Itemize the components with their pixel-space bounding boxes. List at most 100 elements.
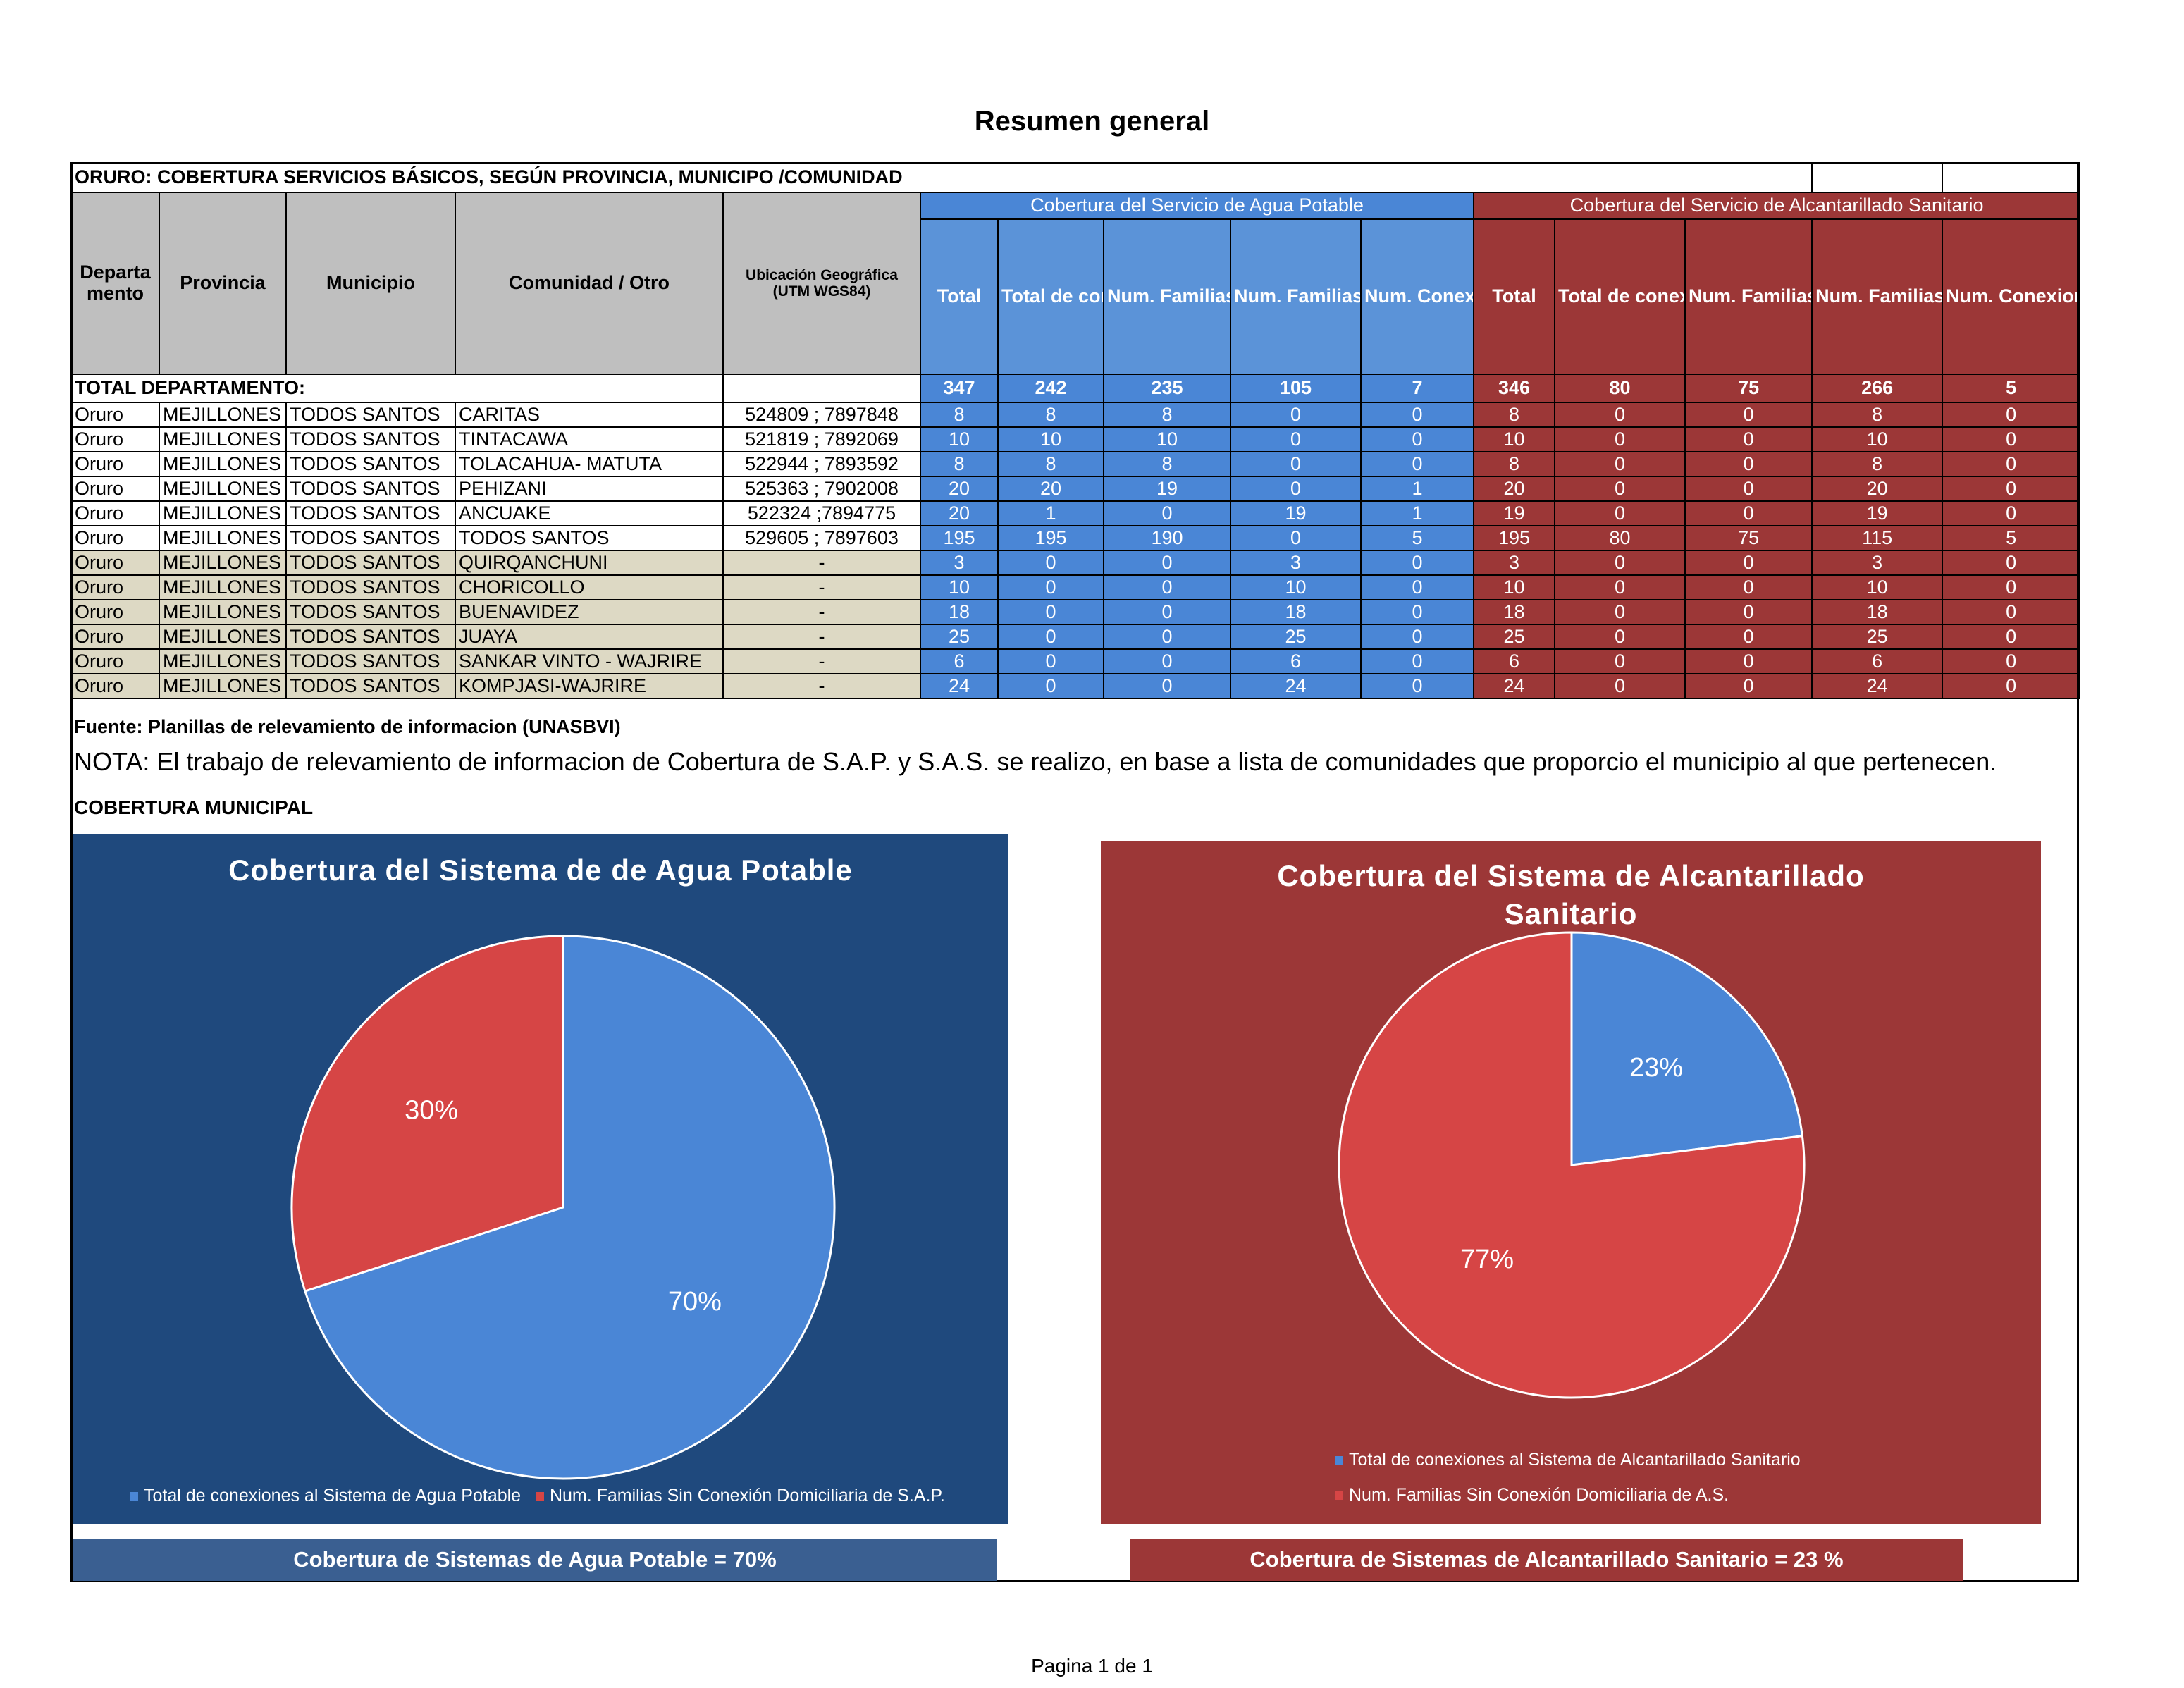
cell-value: 195 xyxy=(997,525,1104,551)
cell-value: 10 xyxy=(1811,574,1944,600)
cell-departamento: Oruro xyxy=(70,426,160,452)
cell-value: 10 xyxy=(1473,574,1555,600)
table-row: Oruro MEJILLONES TODOS SANTOS CHORICOLLO -10… xyxy=(70,574,2081,600)
cell-value: 24 xyxy=(1811,673,1944,699)
cell-ubicacion: 521819 ; 7892069 xyxy=(722,426,921,452)
cell-value: 0 xyxy=(1103,599,1231,625)
cell-value: 0 xyxy=(1554,599,1686,625)
cell-provincia: MEJILLONES xyxy=(159,476,287,502)
cell-comunidad: KOMPJASI-WAJRIRE xyxy=(455,673,724,699)
header-agua-publicas: Num. Conexione s Publicas xyxy=(1360,218,1474,375)
total-value: 242 xyxy=(997,374,1104,403)
total-value: 7 xyxy=(1360,374,1474,403)
cell-value: 0 xyxy=(1360,426,1474,452)
cell-value: 20 xyxy=(1811,476,1944,502)
cell-value: 0 xyxy=(1684,599,1813,625)
cell-value: 24 xyxy=(920,673,999,699)
cell-provincia: MEJILLONES xyxy=(159,574,287,600)
cell-municipio: TODOS SANTOS xyxy=(285,599,456,625)
cell-value: 10 xyxy=(997,426,1104,452)
cell-ubicacion: - xyxy=(722,673,921,699)
header-agua-sin: Num. Familias Sin Conexión Domiciliaria xyxy=(1230,218,1362,375)
cell-value: 0 xyxy=(997,673,1104,699)
cell-value: 0 xyxy=(997,599,1104,625)
cell-departamento: Oruro xyxy=(70,599,160,625)
cell-value: 0 xyxy=(1103,648,1231,674)
legend-swatch-red xyxy=(535,1492,544,1501)
cell-value: 6 xyxy=(1230,648,1362,674)
cell-value: 0 xyxy=(1360,648,1474,674)
cell-provincia: MEJILLONES xyxy=(159,402,287,428)
cell-value: 0 xyxy=(1554,550,1686,576)
cell-value: 0 xyxy=(997,648,1104,674)
band-alcantarillado: Cobertura del Servicio de Alcantarillado… xyxy=(1472,192,2081,220)
cell-value: 0 xyxy=(1554,451,1686,477)
cell-value: 5 xyxy=(1360,525,1474,551)
cell-departamento: Oruro xyxy=(70,550,160,576)
total-value: 235 xyxy=(1103,374,1231,403)
cell-value: 0 xyxy=(1230,476,1362,502)
cell-value: 5 xyxy=(1942,525,2081,551)
cell-value: 0 xyxy=(1942,624,2081,650)
table-row: Oruro MEJILLONES TODOS SANTOS QUIRQANCHUNI -… xyxy=(70,550,2081,576)
cell-value: 20 xyxy=(920,476,999,502)
cell-value: 18 xyxy=(1230,599,1362,625)
table-row: Oruro MEJILLONES TODOS SANTOS ANCUAKE 522324… xyxy=(70,500,2081,526)
cell-departamento: Oruro xyxy=(70,648,160,674)
cell-value: 0 xyxy=(1942,550,2081,576)
cell-value: 0 xyxy=(997,550,1104,576)
cell-value: 0 xyxy=(1554,402,1686,428)
band-agua-potable: Cobertura del Servicio de Agua Potable xyxy=(920,192,1474,220)
cell-value: 8 xyxy=(1103,451,1231,477)
cell-value: 0 xyxy=(1942,599,2081,625)
cell-value: 0 xyxy=(1360,624,1474,650)
pie-slice-label: 70% xyxy=(668,1287,722,1317)
cell-value: 0 xyxy=(1230,525,1362,551)
cell-ubicacion: 522324 ;7894775 xyxy=(722,500,921,526)
cell-municipio: TODOS SANTOS xyxy=(285,648,456,674)
cell-value: 0 xyxy=(1103,673,1231,699)
cell-value: 18 xyxy=(1473,599,1555,625)
cell-comunidad: ANCUAKE xyxy=(455,500,724,526)
table-band-row: Departa mento Provincia Municipio Comuni… xyxy=(70,192,2081,375)
table-row: Oruro MEJILLONES TODOS SANTOS TINTACAWA 5218… xyxy=(70,426,2081,452)
alcantarillado-chart: Cobertura del Sistema de Alcantarillado … xyxy=(1101,841,2041,1524)
cell-value: 0 xyxy=(1942,476,2081,502)
total-value: 80 xyxy=(1554,374,1686,403)
cell-provincia: MEJILLONES xyxy=(159,550,287,576)
cell-value: 10 xyxy=(1230,574,1362,600)
cell-municipio: TODOS SANTOS xyxy=(285,500,456,526)
cell-value: 3 xyxy=(1230,550,1362,576)
agua-potable-chart: Cobertura del Sistema de de Agua Potable… xyxy=(73,834,1008,1524)
table-title: ORURO: COBERTURA SERVICIOS BÁSICOS, SEGÚ… xyxy=(70,162,1813,193)
cell-value: 8 xyxy=(1811,451,1944,477)
header-alc-con: Num. Familias Con Conexión Domiciliaria xyxy=(1684,218,1813,375)
pie-slice xyxy=(290,935,564,1293)
table-row: Oruro MEJILLONES TODOS SANTOS TOLACAHUA- MA… xyxy=(70,451,2081,477)
cell-value: 0 xyxy=(1230,426,1362,452)
alc-legend-item-2: Num. Familias Sin Conexión Domiciliaria … xyxy=(1335,1485,1729,1505)
cell-value: 1 xyxy=(1360,476,1474,502)
cell-comunidad: TOLACAHUA- MATUTA xyxy=(455,451,724,477)
cell-comunidad: CARITAS xyxy=(455,402,724,428)
cell-value: 0 xyxy=(1684,402,1813,428)
alc-chart-title-line1: Cobertura del Sistema de Alcantarillado xyxy=(1277,859,1865,892)
cell-municipio: TODOS SANTOS xyxy=(285,624,456,650)
cell-value: 8 xyxy=(997,402,1104,428)
page-footer: Pagina 1 de 1 xyxy=(1031,1655,1153,1677)
cell-value: 10 xyxy=(1473,426,1555,452)
cell-provincia: MEJILLONES xyxy=(159,525,287,551)
cell-value: 8 xyxy=(1473,402,1555,428)
cell-comunidad: CHORICOLLO xyxy=(455,574,724,600)
cell-value: 0 xyxy=(1360,550,1474,576)
cell-value: 19 xyxy=(1230,500,1362,526)
cell-value: 25 xyxy=(1811,624,1944,650)
cell-value: 0 xyxy=(1360,599,1474,625)
cell-value: 195 xyxy=(1473,525,1555,551)
agua-chart-title: Cobertura del Sistema de de Agua Potable xyxy=(228,854,853,887)
cell-value: 6 xyxy=(1811,648,1944,674)
summary-alc-bar: Cobertura de Sistemas de Alcantarillado … xyxy=(1130,1539,1963,1581)
cell-municipio: TODOS SANTOS xyxy=(285,574,456,600)
cell-departamento: Oruro xyxy=(70,476,160,502)
cell-value: 75 xyxy=(1684,525,1813,551)
